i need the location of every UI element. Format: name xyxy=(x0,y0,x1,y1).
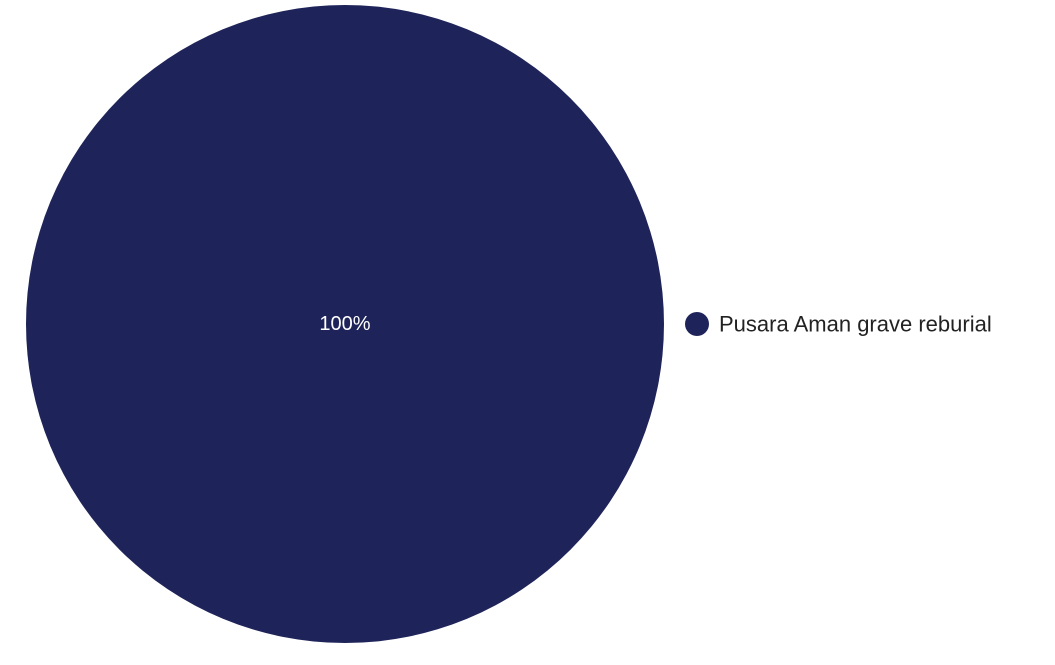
pie-slices xyxy=(26,5,664,643)
legend-label: Pusara Aman grave reburial xyxy=(719,312,992,337)
pie-data-labels: 100% xyxy=(319,313,370,335)
pie-slice xyxy=(26,5,664,643)
legend: Pusara Aman grave reburial xyxy=(685,312,992,337)
pie-data-label: 100% xyxy=(319,313,370,335)
legend-item: Pusara Aman grave reburial xyxy=(685,312,992,337)
legend-swatch xyxy=(685,312,709,336)
